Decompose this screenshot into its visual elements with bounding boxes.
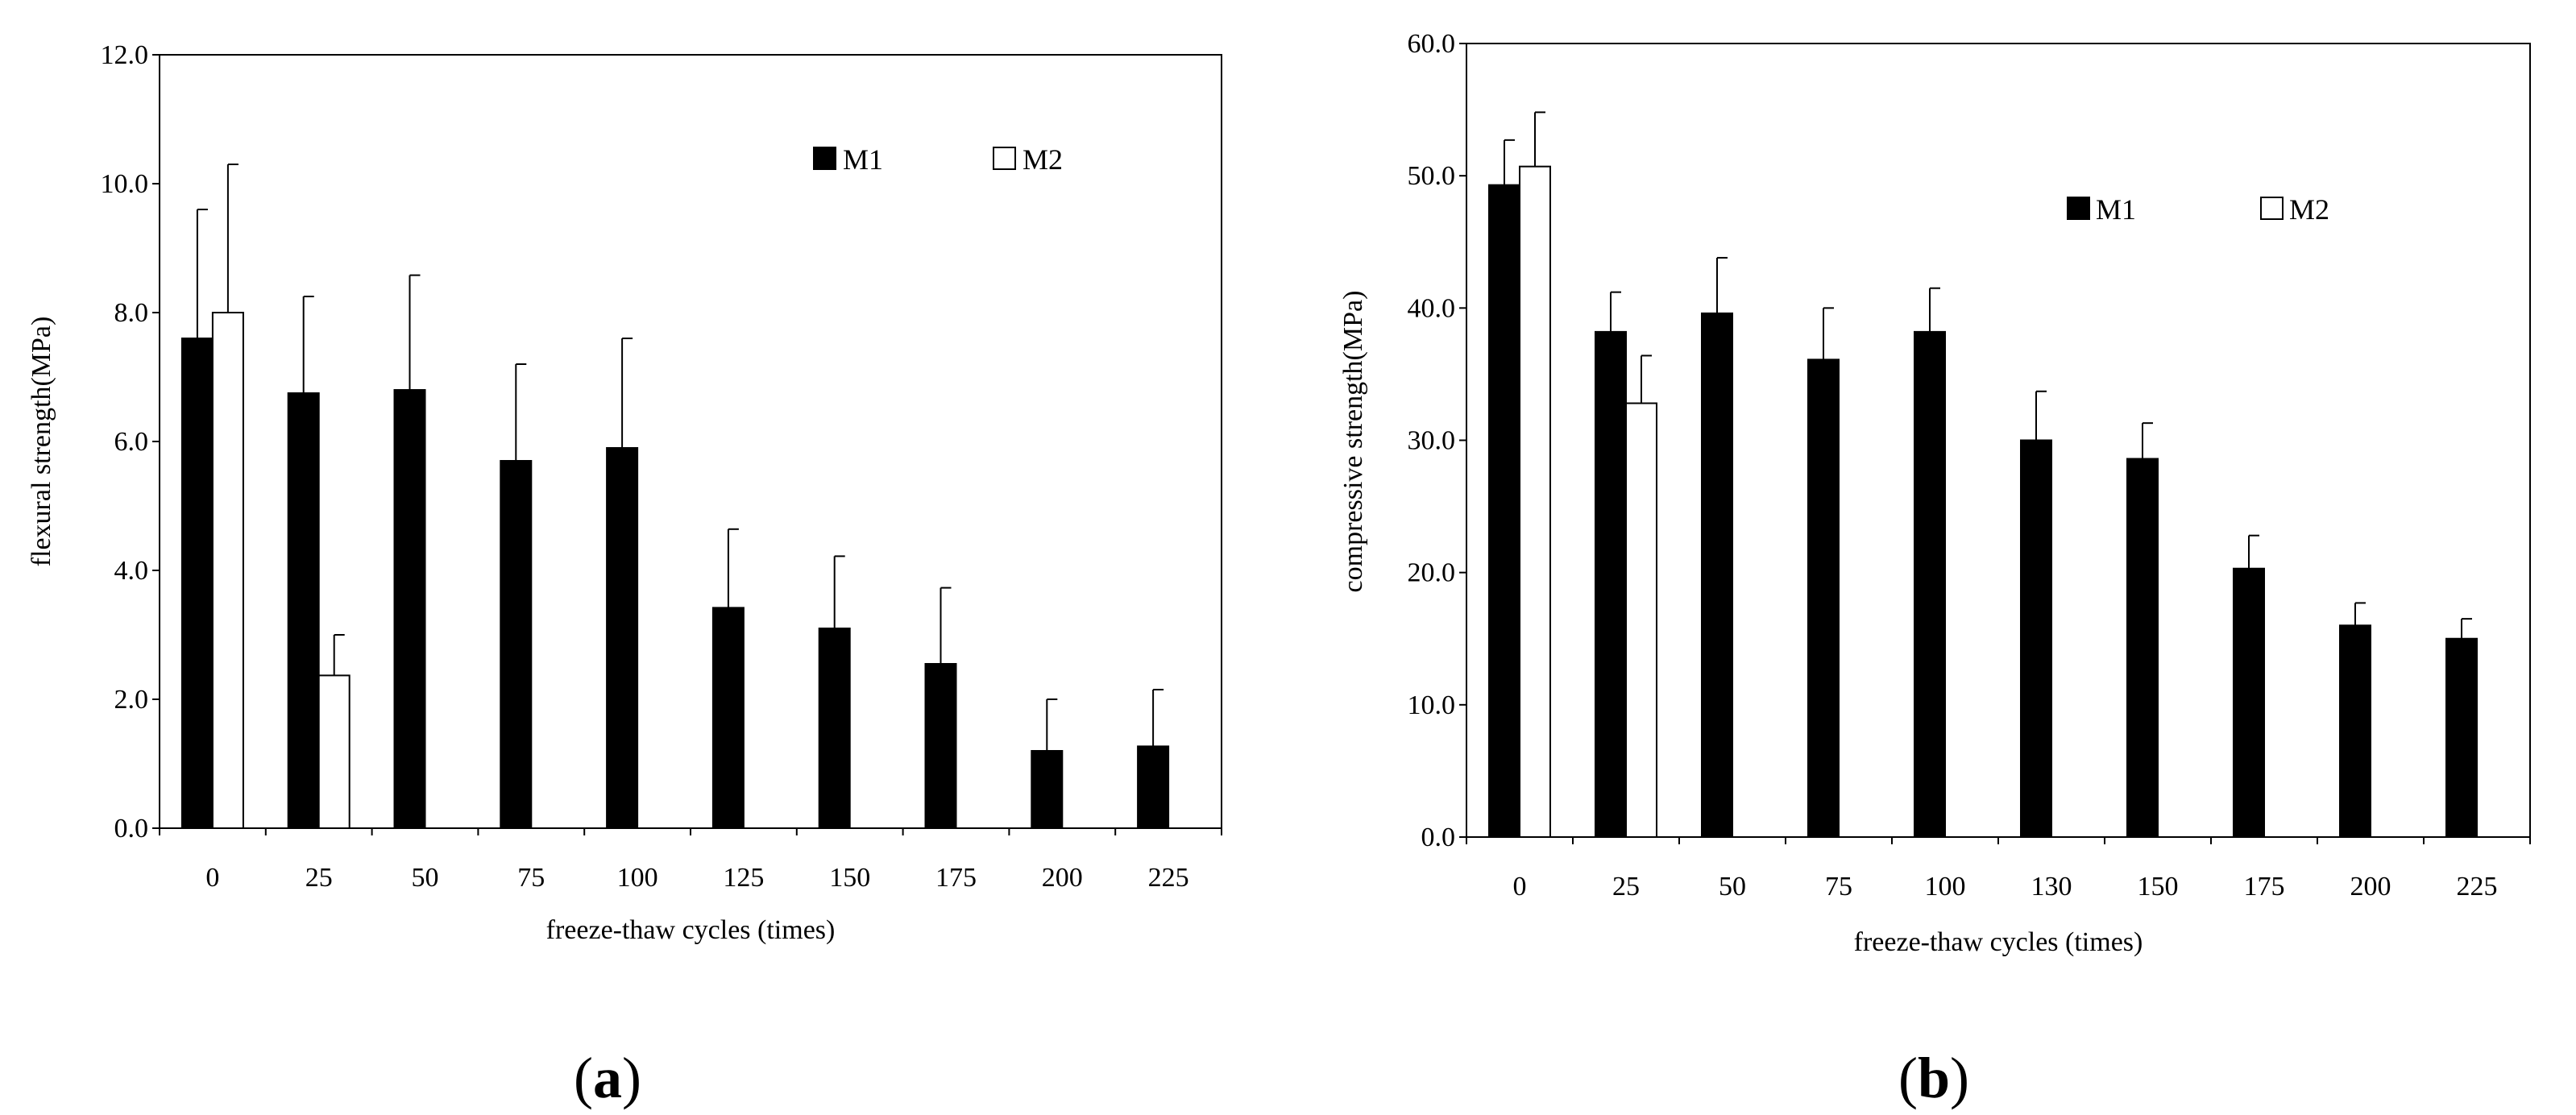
x-tick-label: 100 <box>1925 872 1966 902</box>
bar-m1-150 <box>818 628 851 829</box>
y-axis-title: flexural strength(MPa) <box>27 317 56 567</box>
x-tick-label: 225 <box>2457 872 2498 902</box>
legend-swatch-m2 <box>993 147 1016 170</box>
bars <box>180 312 1170 830</box>
svg-text:(a): (a) <box>574 1046 641 1110</box>
y-tick-label: 4.0 <box>114 556 149 586</box>
x-tick-label: 200 <box>2350 872 2391 902</box>
x-tick-label: 75 <box>517 863 545 893</box>
bar-m1-0 <box>180 338 214 829</box>
panel-label-b: (b) <box>1898 1046 1969 1110</box>
panel-label-open-paren: ( <box>574 1046 593 1110</box>
x-tick-label: 175 <box>935 863 977 893</box>
x-tick-label: 25 <box>305 863 333 893</box>
bar-m1-130 <box>2020 439 2052 838</box>
panel-b-compressive-chart: 0.0 10.0 20.0 30.0 40.0 50.0 60.0 0 25 50 75 100 13… <box>1338 29 2531 1110</box>
bar-m1-25 <box>1595 330 1627 838</box>
panel-a-flexural-chart: 0.0 2.0 4.0 6.0 8.0 10.0 12.0 0 25 50 75 100 125 150… <box>27 40 1222 1110</box>
legend: M1 M2 <box>2067 193 2329 226</box>
panel-label-a: (a) <box>574 1046 641 1110</box>
legend-swatch-m1 <box>2067 197 2090 220</box>
y-tick-label: 30.0 <box>1408 426 1456 456</box>
x-tick-label: 100 <box>617 863 658 893</box>
legend-swatch-m2 <box>2260 197 2284 220</box>
x-tick-label: 0 <box>205 863 219 893</box>
bar-m1-150 <box>2126 458 2159 838</box>
y-tick-label: 60.0 <box>1408 29 1456 59</box>
x-axis-ticks: 0 25 50 75 100 130 150 175 200 225 <box>1466 837 2531 902</box>
panel-label-close-paren: ) <box>1950 1046 1969 1110</box>
error-bars <box>196 164 1164 751</box>
x-axis-title: freeze-thaw cycles (times) <box>546 915 836 945</box>
panel-label-letter: a <box>593 1046 622 1110</box>
y-tick-label: 20.0 <box>1408 558 1456 588</box>
x-tick-label: 25 <box>1612 872 1640 902</box>
bars <box>1488 165 2478 839</box>
x-tick-label: 0 <box>1513 872 1527 902</box>
bar-m1-0 <box>1488 184 1520 839</box>
x-tick-label: 75 <box>1825 872 1852 902</box>
y-tick-label: 10.0 <box>101 169 149 199</box>
panel-label-letter: b <box>1918 1046 1950 1110</box>
x-axis-ticks: 0 25 50 75 100 125 150 175 200 225 <box>159 828 1222 893</box>
y-tick-label: 10.0 <box>1408 690 1456 720</box>
legend-swatch-m1 <box>813 147 836 170</box>
bar-m1-175 <box>924 663 957 829</box>
x-tick-label: 50 <box>412 863 439 893</box>
x-tick-label: 225 <box>1148 863 1189 893</box>
legend-label-m2: M2 <box>1023 143 1063 176</box>
x-tick-label: 150 <box>829 863 870 893</box>
bar-m1-50 <box>1701 312 1733 838</box>
panel-label-close-paren: ) <box>622 1046 641 1110</box>
bar-m1-175 <box>2233 567 2265 838</box>
y-axis-ticks: 0.0 2.0 4.0 6.0 8.0 10.0 12.0 <box>101 40 160 844</box>
y-tick-label: 6.0 <box>114 427 149 457</box>
bar-m1-200 <box>1031 750 1064 829</box>
y-tick-label: 12.0 <box>101 40 149 70</box>
bar-m1-75 <box>500 460 533 829</box>
bar-m2-25 <box>317 674 351 830</box>
bar-m2-0 <box>211 312 244 829</box>
y-tick-label: 0.0 <box>114 814 149 844</box>
legend-label-m1: M1 <box>843 143 883 176</box>
legend-label-m2: M2 <box>2289 193 2329 226</box>
y-tick-label: 40.0 <box>1408 293 1456 323</box>
bar-m1-225 <box>2445 637 2478 838</box>
bar-m1-50 <box>393 389 426 829</box>
y-axis-ticks: 0.0 10.0 20.0 30.0 40.0 50.0 60.0 <box>1408 29 1466 852</box>
y-axis-title: compressive strength(MPa) <box>1338 291 1368 593</box>
bar-m1-100 <box>1914 330 1946 838</box>
legend: M1 M2 <box>813 143 1063 176</box>
bar-m2-0 <box>1519 165 1551 839</box>
legend-label-m1: M1 <box>2096 193 2136 226</box>
bar-m2-25 <box>1625 402 1657 838</box>
bar-m1-125 <box>711 607 745 830</box>
bar-m1-25 <box>287 392 320 829</box>
y-tick-label: 8.0 <box>114 298 149 328</box>
x-tick-label: 150 <box>2138 872 2179 902</box>
bar-m1-200 <box>2339 624 2371 838</box>
y-tick-label: 2.0 <box>114 685 149 715</box>
bar-m1-100 <box>606 447 639 829</box>
bar-m1-75 <box>1807 359 1840 838</box>
x-tick-label: 200 <box>1042 863 1083 893</box>
y-tick-label: 0.0 <box>1421 823 1456 852</box>
error-bars <box>1504 111 2472 639</box>
bar-m1-225 <box>1137 745 1170 830</box>
panel-label-open-paren: ( <box>1898 1046 1918 1110</box>
svg-text:(b): (b) <box>1898 1046 1969 1110</box>
x-tick-label: 175 <box>2244 872 2285 902</box>
x-tick-label: 50 <box>1719 872 1746 902</box>
y-tick-label: 50.0 <box>1408 161 1456 191</box>
x-tick-label: 125 <box>723 863 764 893</box>
x-tick-label: 130 <box>2031 872 2072 902</box>
x-axis-title: freeze-thaw cycles (times) <box>1854 927 2143 957</box>
